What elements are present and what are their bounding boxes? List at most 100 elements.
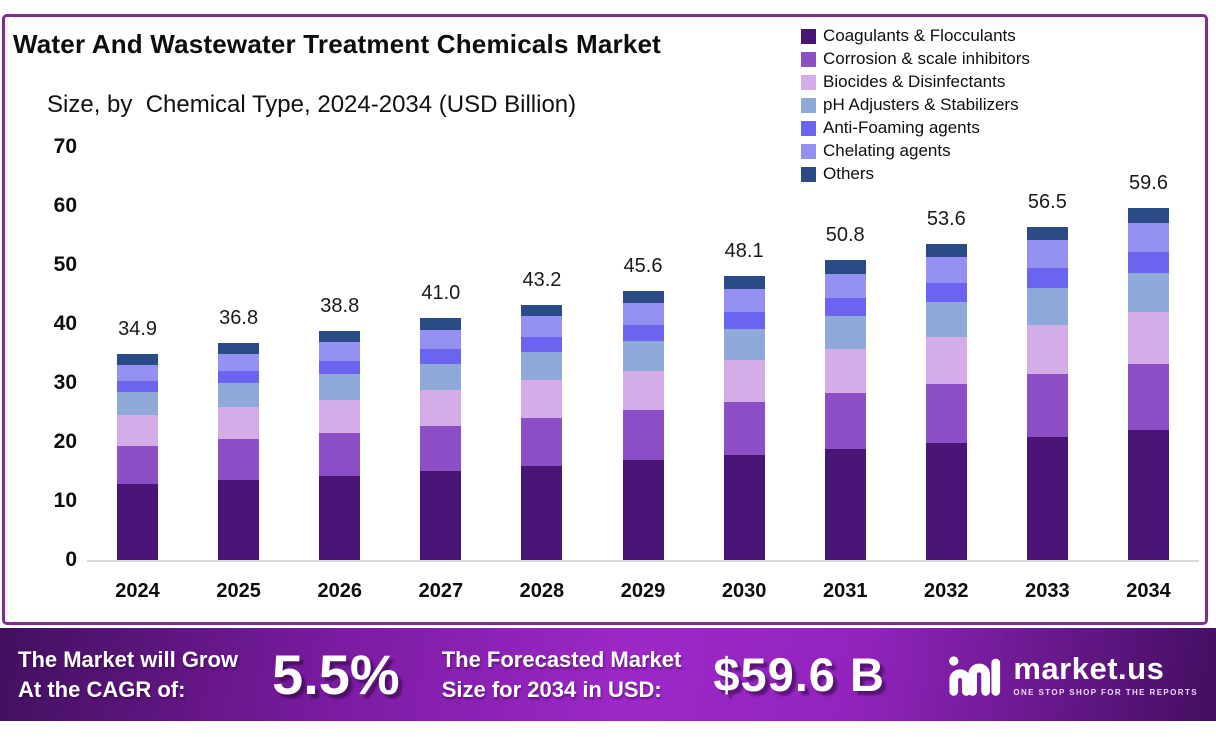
x-axis-label: 2028 [519, 580, 565, 602]
bar-segment [1026, 374, 1068, 437]
y-tick-label: 50 [53, 253, 77, 276]
stacked-bar [824, 260, 866, 560]
y-tick-label: 60 [53, 194, 77, 217]
bar-segment [117, 445, 159, 484]
legend-swatch-icon [801, 28, 816, 44]
bar-segment [1026, 288, 1068, 325]
x-axis-label: 2025 [216, 580, 261, 602]
bar-segment [824, 273, 866, 299]
bar-segment [319, 433, 361, 476]
bar-segment [319, 331, 361, 343]
brand-text-block: market.us ONE STOP SHOP FOR THE REPORTS [1013, 653, 1198, 697]
stacked-bar [1127, 208, 1169, 560]
bar-segment [218, 439, 260, 480]
bar-segment [521, 380, 563, 418]
legend-item: Biocides & Disinfectants [801, 72, 1030, 92]
bar-segment [925, 337, 967, 385]
bar-segment [1026, 324, 1068, 375]
bar-segment [925, 384, 967, 444]
market-us-brand: market.us ONE STOP SHOP FOR THE REPORTS [947, 651, 1198, 699]
x-axis-label: 2033 [1025, 580, 1070, 602]
bar-segment [1127, 208, 1169, 223]
bar-segment [521, 337, 563, 352]
banner-left-text: The Market will Grow At the CAGR of: [18, 645, 238, 704]
legend-swatch-icon [801, 120, 816, 136]
stacked-bar [117, 354, 159, 560]
bar-segment [1127, 273, 1169, 312]
y-tick-label: 40 [53, 312, 77, 335]
legend-swatch-icon [801, 97, 816, 113]
bar-total-label: 36.8 [219, 306, 259, 329]
bar-segment [218, 383, 260, 408]
bar-segment [1127, 364, 1169, 431]
bar-segment [521, 316, 563, 338]
bar-segment [723, 289, 765, 313]
chart-card: Water And Wastewater Treatment Chemicals… [2, 14, 1208, 625]
bar-column: 36.8 [188, 147, 289, 560]
stacked-bar [521, 305, 563, 560]
cagr-value: 5.5% [272, 643, 400, 706]
bar-segment [420, 425, 462, 471]
x-axis-label: 2030 [721, 580, 767, 602]
y-tick-label: 30 [53, 371, 77, 394]
bar-segment [925, 283, 967, 303]
stacked-bar [319, 331, 361, 560]
bar-total-label: 56.5 [1027, 190, 1067, 213]
bar-segment [723, 360, 765, 402]
bar-segment [420, 470, 462, 560]
bar-column: 34.9 [87, 147, 188, 560]
bar-segment [622, 303, 664, 326]
x-axis-label: 2024 [115, 580, 160, 602]
legend-label: pH Adjusters & Stabilizers [823, 95, 1019, 114]
bar-column: 45.6 [592, 147, 693, 560]
bar-segment [319, 475, 361, 560]
chart-title: Water And Wastewater Treatment Chemicals… [13, 29, 662, 59]
bar-segment [420, 390, 462, 426]
stacked-bar [218, 342, 260, 560]
bar-segment [420, 349, 462, 364]
stacked-bar [925, 243, 967, 560]
bar-total-label: 45.6 [623, 255, 663, 278]
bar-segment [218, 407, 260, 440]
legend: Coagulants & Flocculants Corrosion & scal… [801, 26, 1030, 184]
bar-total-label: 34.9 [118, 318, 158, 341]
bar-segment [723, 454, 765, 560]
bar-segment [622, 341, 664, 371]
bar-segment [824, 298, 866, 316]
bar-segment [622, 410, 664, 461]
bar-segment [1127, 252, 1169, 274]
bar-segment [218, 342, 260, 354]
bar-segment [622, 370, 664, 411]
bar-column: 38.8 [289, 147, 390, 560]
y-tick-label: 20 [53, 430, 77, 453]
bar-segment [824, 315, 866, 349]
bar-segment [824, 348, 866, 394]
bar-segment [218, 370, 260, 384]
legend-label: Anti-Foaming agents [823, 118, 980, 137]
plot-area: 34.9 36.8 38.8 41.0 43.2 45.6 48.1 50.8 53.6 56.5… [87, 147, 1199, 562]
bar-segment [1127, 430, 1169, 560]
bar-total-label: 38.8 [320, 295, 360, 318]
bar-segment [420, 318, 462, 330]
x-axis-label: 2029 [620, 580, 666, 602]
legend-item: Corrosion & scale inhibitors [801, 49, 1030, 69]
bar-segment [319, 374, 361, 400]
bar-column: 43.2 [491, 147, 592, 560]
stacked-bar [1026, 226, 1068, 560]
bar-segment [925, 443, 967, 560]
stacked-bar [420, 318, 462, 560]
bar-segment [521, 305, 563, 317]
bar-segment [521, 465, 563, 560]
x-axis-label: 2027 [418, 580, 464, 602]
bar-segment [1026, 268, 1068, 289]
bar-segment [622, 325, 664, 342]
market-us-logo-icon [949, 655, 1001, 696]
chart-subtitle: Size, by Chemical Type, 2024-2034 (USD B… [47, 91, 577, 118]
bar-segment [824, 260, 866, 274]
x-axis-label: 2032 [924, 580, 969, 602]
bar-segment [1127, 311, 1169, 365]
x-axis-label: 2031 [822, 580, 868, 602]
bar-segment [117, 392, 159, 416]
bar-segment [420, 363, 462, 391]
cagr-banner: The Market will Grow At the CAGR of: 5.5… [0, 628, 1216, 721]
